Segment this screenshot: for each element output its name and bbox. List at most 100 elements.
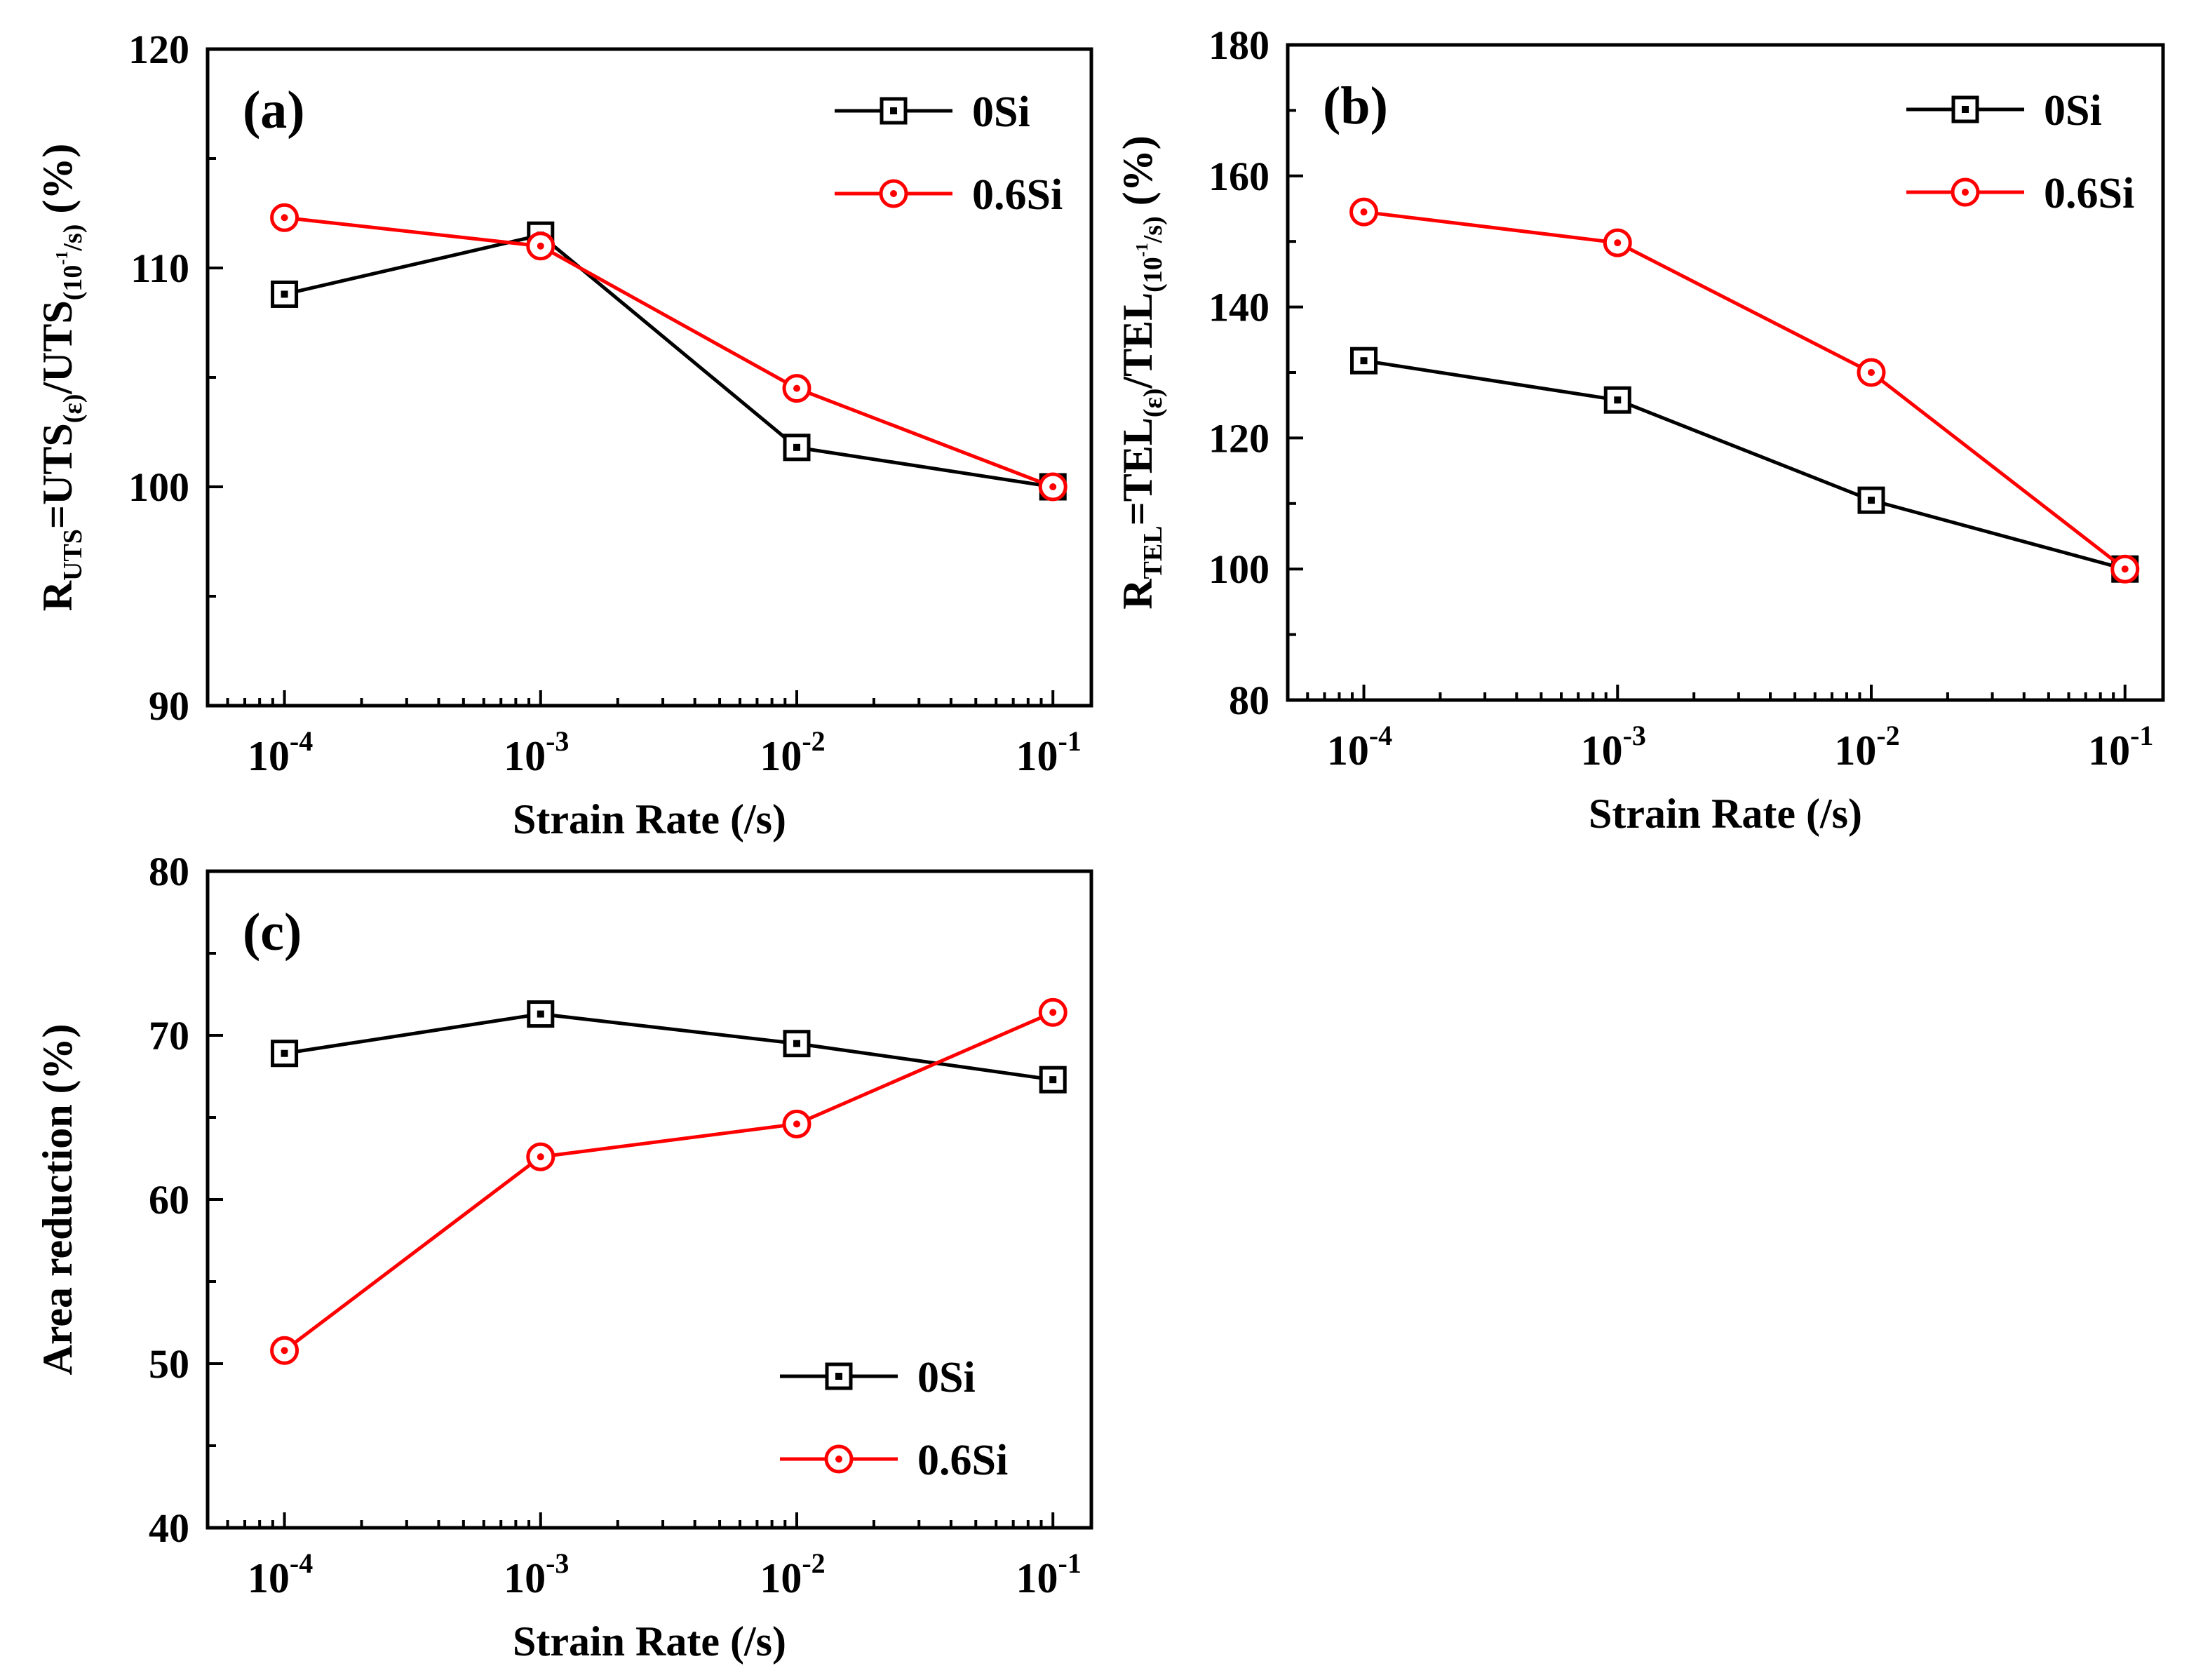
y-axis-label: RUTS=UTS(ε)/UTS(10-1/s) (%) xyxy=(34,144,88,612)
marker-center-dot xyxy=(1868,369,1875,376)
chart-panel-b: 80 100 120 140 160 180 10-4 10-3 10-2 10-1 Strain … xyxy=(1114,22,2165,837)
y-tick-label: 50 xyxy=(149,1341,189,1387)
marker-center-dot xyxy=(890,190,897,197)
data-point xyxy=(1857,358,1886,387)
marker-center-dot xyxy=(793,384,800,392)
panel-label: (a) xyxy=(243,81,305,140)
x-tick-label: 10-1 xyxy=(1016,725,1082,779)
data-point xyxy=(1039,1066,1067,1094)
y-tick-label: 180 xyxy=(1208,22,1269,68)
data-point xyxy=(1349,197,1379,227)
legend-entry: 0Si xyxy=(835,88,1030,136)
data-point xyxy=(783,434,811,462)
panel-label: (b) xyxy=(1323,76,1388,135)
series-06Si-si xyxy=(270,997,1067,1365)
square-marker xyxy=(825,1362,853,1390)
x-tick-label: 10-4 xyxy=(1327,720,1392,774)
chart-panel-c: 40 50 60 70 80 10-4 10-3 10-2 10-1 Strain Rate (/… xyxy=(34,849,1093,1665)
marker-center-dot xyxy=(1049,1076,1057,1084)
x-axis-label: Strain Rate (/s) xyxy=(1589,791,1862,837)
series-0Si-si xyxy=(271,221,1067,501)
marker-center-dot xyxy=(281,290,288,298)
marker-center-dot xyxy=(537,1153,544,1161)
y-tick-label: 60 xyxy=(149,1177,189,1223)
legend-entry: 0.6Si xyxy=(835,171,1063,219)
data-point xyxy=(783,1030,811,1058)
marker-center-dot xyxy=(537,1010,544,1018)
legend-entry: 0.6Si xyxy=(1906,170,2134,217)
legend-label: 0Si xyxy=(917,1354,976,1402)
y-tick-label: 100 xyxy=(1208,546,1269,592)
data-point xyxy=(782,1109,811,1138)
data-point xyxy=(1350,347,1378,375)
legend-entry: 0Si xyxy=(1906,87,2102,135)
marker-center-dot xyxy=(793,443,800,451)
square-marker xyxy=(271,1040,299,1068)
y-tick-label: 100 xyxy=(128,464,189,510)
marker-center-dot xyxy=(793,1040,800,1047)
data-point xyxy=(527,1000,555,1028)
marker-center-dot xyxy=(835,1456,842,1463)
data-point xyxy=(1038,472,1067,502)
data-point xyxy=(271,1040,299,1068)
series-06Si-si xyxy=(270,203,1067,502)
series-0Si-si xyxy=(271,1000,1067,1094)
series-0Si-si xyxy=(1350,347,2139,583)
marker-center-dot xyxy=(1962,189,1969,196)
plot-frame xyxy=(206,869,1093,1530)
y-tick-label: 110 xyxy=(130,246,189,291)
marker-center-dot xyxy=(890,107,897,114)
series-line xyxy=(284,215,1054,489)
square-marker xyxy=(271,280,299,308)
y-axis-label: RTEL=TEL(ε)/TEL(10-1/s) (%) xyxy=(1114,135,1168,610)
series-line xyxy=(283,1010,1054,1352)
x-tick-label: 10-4 xyxy=(248,725,313,779)
marker-center-dot xyxy=(281,1347,288,1355)
legend: 0Si 0.6Si xyxy=(780,1354,1008,1484)
x-tick-label: 10-4 xyxy=(248,1547,313,1601)
chart-panel-a: 90 100 110 120 10-4 10-3 10-2 10-1 Strain Rate (… xyxy=(34,27,1093,842)
legend-label: 0.6Si xyxy=(972,171,1063,219)
legend-label: 0.6Si xyxy=(2044,170,2134,217)
y-tick-label: 80 xyxy=(149,849,189,894)
legend: 0Si 0.6Si xyxy=(1906,87,2134,217)
marker-center-dot xyxy=(835,1373,842,1380)
marker-center-dot xyxy=(1049,1009,1057,1016)
y-tick-label: 80 xyxy=(1229,678,1269,723)
data-point xyxy=(270,203,299,232)
series-line xyxy=(1363,358,2126,571)
data-point xyxy=(271,280,299,308)
legend-entry: 0Si xyxy=(780,1354,976,1402)
data-point xyxy=(1603,386,1631,414)
x-tick-label: 10-3 xyxy=(504,725,569,779)
series-06Si-si xyxy=(1349,197,2140,584)
marker-center-dot xyxy=(1614,239,1622,247)
marker-center-dot xyxy=(537,242,544,250)
marker-center-dot xyxy=(1049,483,1057,490)
y-tick-label: 140 xyxy=(1208,285,1269,330)
series-line xyxy=(1363,210,2127,571)
plot-frame xyxy=(1286,43,2165,702)
square-marker xyxy=(1603,386,1631,414)
y-tick-label: 40 xyxy=(149,1505,189,1551)
y-tick-label: 90 xyxy=(149,683,189,729)
data-point xyxy=(526,231,555,261)
marker-center-dot xyxy=(1962,106,1969,113)
data-point xyxy=(2110,554,2140,584)
data-point xyxy=(782,374,811,403)
legend: 0Si 0.6Si xyxy=(835,88,1063,219)
x-tick-label: 10-1 xyxy=(2088,720,2153,774)
y-axis-label: Area reduction (%) xyxy=(34,1023,81,1375)
x-axis-label: Strain Rate (/s) xyxy=(513,1618,786,1665)
y-tick-label: 160 xyxy=(1208,154,1269,199)
y-tick-label: 120 xyxy=(1208,415,1269,461)
square-marker xyxy=(783,1030,811,1058)
marker-center-dot xyxy=(2121,565,2129,573)
legend-label: 0Si xyxy=(972,88,1030,136)
marker-center-dot xyxy=(1360,208,1368,216)
marker-center-dot xyxy=(1868,497,1875,504)
legend-label: 0Si xyxy=(2044,87,2102,135)
plot-frame xyxy=(206,47,1093,708)
x-tick-label: 10-1 xyxy=(1016,1547,1082,1601)
